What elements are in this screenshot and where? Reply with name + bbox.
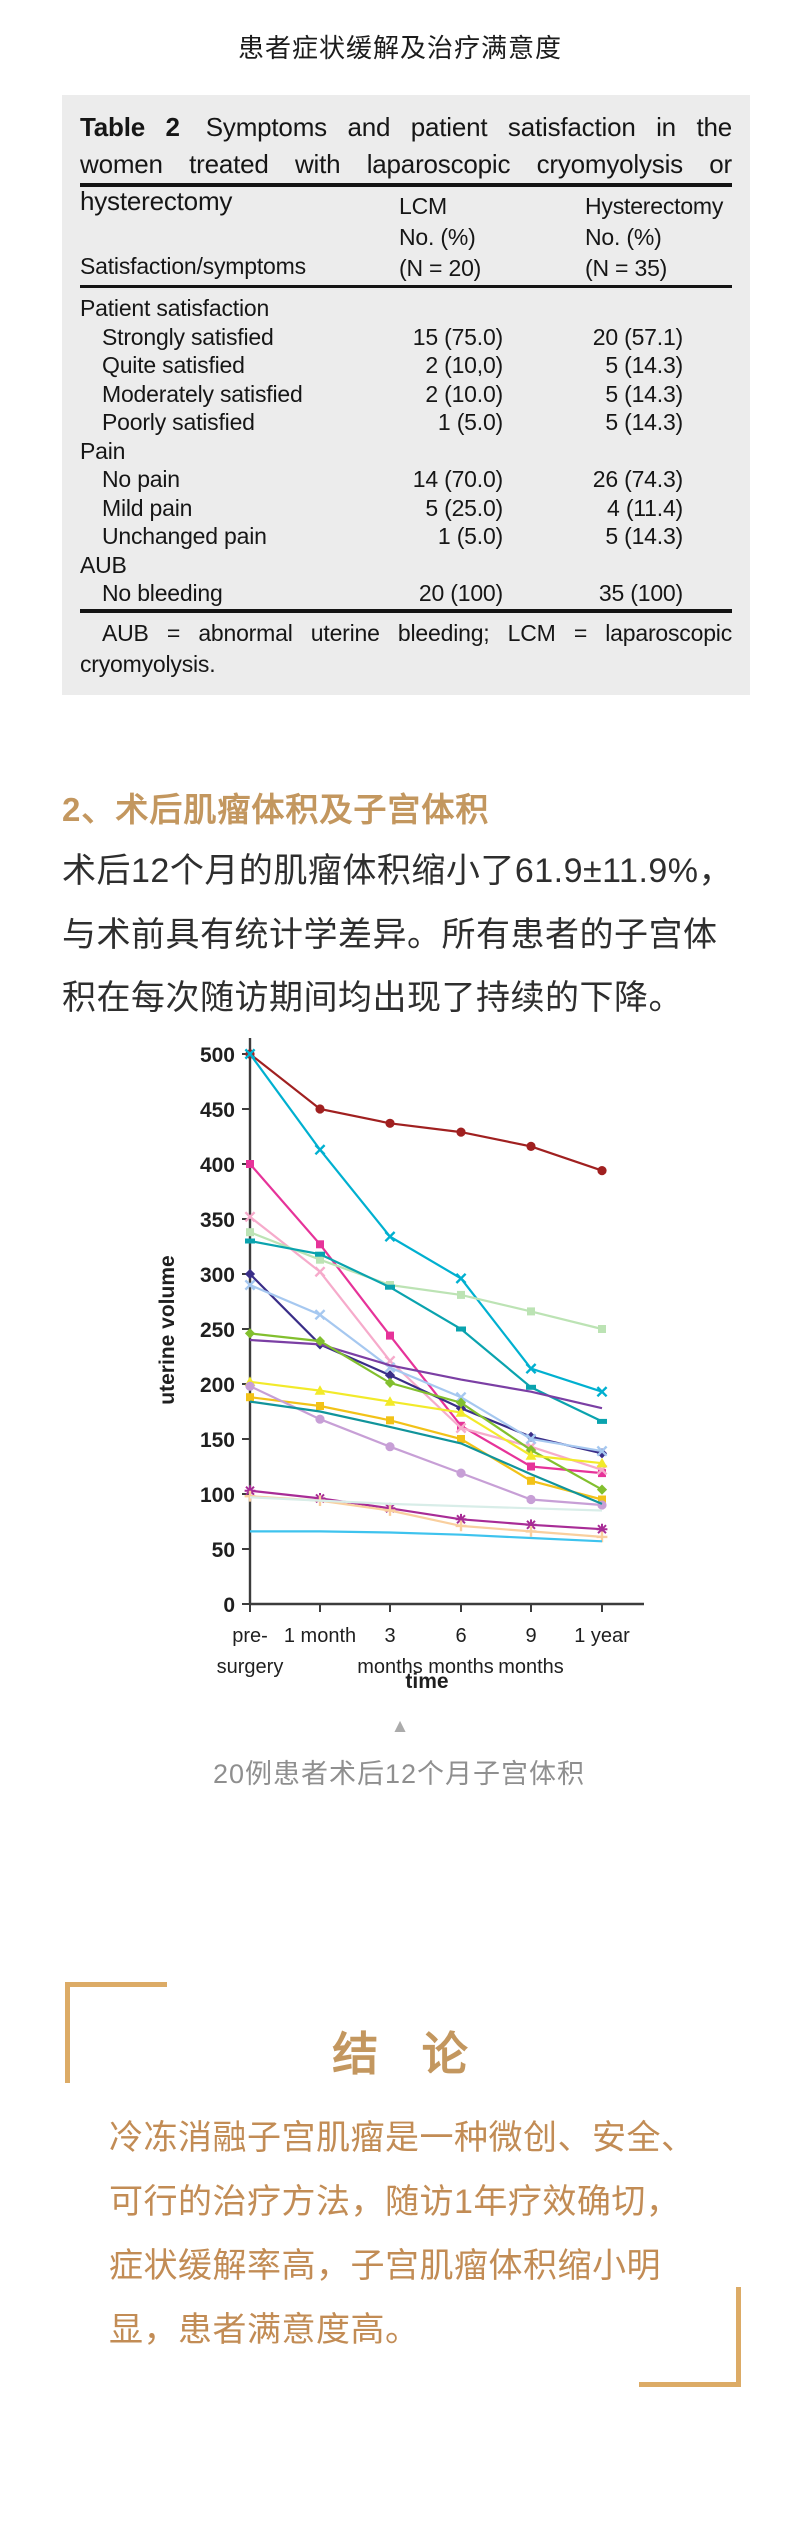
series-patient-2 [249, 1053, 603, 1393]
svg-text:months: months [357, 1656, 423, 1678]
svg-text:200: 200 [200, 1374, 235, 1397]
column-header-lcm: LCM No. (%) (N = 20) [399, 193, 482, 281]
series-patient-8 [249, 1283, 603, 1453]
svg-text:time: time [405, 1670, 448, 1693]
figure-caption: 20例患者术后12个月子宫体积 [212, 1759, 586, 1789]
table-row: Mild pain 5 (25.0) 4 (11.4) [102, 494, 683, 521]
section-body: 术后12个月的肌瘤体积缩小了61.9±11.9%， 与术前具有统计学差异。所有患者… [62, 852, 734, 1017]
column-header-hysterectomy: Hysterectomy No. (%) (N = 35) [585, 193, 724, 281]
svg-text:3: 3 [384, 1625, 395, 1647]
conclusion-text: 冷冻消融子宫肌瘤是一种微创、安全、 可行的治疗方法，随访1年疗效确切， 症状缓解率高… [109, 2119, 696, 2349]
table-row: No pain 14 (70.0) 26 (74.3) [102, 466, 683, 492]
table-rule-bottom [80, 609, 732, 613]
series-patient-11 [249, 1380, 603, 1465]
table-row: Unchanged pain 1 (5.0) 5 (14.3) [102, 523, 683, 549]
svg-text:50: 50 [212, 1539, 235, 1562]
svg-text:1 month: 1 month [284, 1625, 356, 1647]
svg-text:months: months [428, 1656, 494, 1678]
svg-text:1 year: 1 year [574, 1625, 630, 1647]
series-patient-3 [249, 1163, 603, 1475]
series-patient-17 [249, 1496, 603, 1512]
table-row: Quite satisfied 2 (10,0) 5 (14.3) [102, 352, 683, 378]
table-row: Strongly satisfied 15 (75.0) 20 (57.1) [102, 323, 683, 350]
svg-text:100: 100 [200, 1484, 235, 1507]
corner-bracket-bottom-right-icon [639, 2287, 741, 2387]
table-title-text: Symptoms and patient satisfaction in the… [80, 112, 732, 216]
series-patient-7 [249, 1273, 603, 1455]
series-patient-14 [249, 1400, 603, 1505]
table-row: Patient satisfaction [80, 295, 270, 321]
series-patient-6 [249, 1239, 603, 1423]
table-footnote: AUB = abnormal uterine bleeding; LCM = l… [80, 620, 732, 677]
series-patient-12 [249, 1396, 603, 1501]
svg-text:6: 6 [455, 1625, 466, 1647]
table-label: Table 2 [80, 112, 180, 142]
table-row: Poorly satisfied 1 (5.0) 5 (14.3) [102, 409, 683, 435]
series-patient-9 [249, 1338, 603, 1410]
row-header: Satisfaction/symptoms [80, 253, 306, 279]
table-rule-header [80, 285, 732, 288]
svg-text:9: 9 [525, 1625, 536, 1647]
svg-text:pre-: pre- [232, 1625, 268, 1647]
series-patient-1 [249, 1053, 603, 1172]
corner-bracket-top-left-icon [65, 1982, 167, 2083]
table-rows: Patient satisfaction Strongly satisfied 15… [80, 294, 732, 608]
caption-arrow-icon: ▲ [390, 1716, 410, 1737]
table-row: Pain [80, 437, 126, 464]
series-patient-13 [249, 1385, 603, 1507]
table-rule-top [80, 183, 732, 187]
table-row: Moderately satisfied 2 (10.0) 5 (14.3) [102, 380, 683, 407]
section-heading: 2、术后肌瘤体积及子宫体积 [62, 791, 490, 828]
series-patient-5 [249, 1231, 603, 1331]
svg-text:300: 300 [200, 1264, 235, 1287]
table2-card: Table 2 Symptoms and patient satisfaction… [62, 95, 750, 695]
table-row: No bleeding 20 (100) 35 (100) [102, 580, 683, 606]
conclusion-heading: 结 论 [332, 2029, 484, 2080]
svg-text:0: 0 [223, 1594, 235, 1617]
page-title: 患者症状缓解及治疗满意度 [237, 33, 562, 63]
table-title: Table 2 Symptoms and patient satisfaction… [80, 109, 732, 220]
svg-text:250: 250 [200, 1319, 235, 1342]
uterine-volume-chart: 0 50 100 150 200 250 300 350 400 450 500 pre-surger… [156, 1038, 644, 1693]
svg-text:150: 150 [200, 1429, 235, 1452]
svg-text:uterine volume: uterine volume [156, 1255, 179, 1404]
series-patient-18 [250, 1530, 603, 1543]
svg-text:350: 350 [200, 1209, 235, 1232]
svg-text:450: 450 [200, 1099, 235, 1122]
svg-text:surgery: surgery [217, 1656, 284, 1678]
svg-text:500: 500 [200, 1044, 235, 1067]
svg-text:months: months [498, 1656, 564, 1678]
figure: 0 50 100 150 200 250 300 350 400 450 500 pre-surger… [130, 1020, 690, 1720]
series-patient-4 [249, 1215, 603, 1471]
svg-text:400: 400 [200, 1154, 235, 1177]
series-patient-15 [249, 1489, 603, 1531]
table-row: AUB [80, 551, 127, 578]
